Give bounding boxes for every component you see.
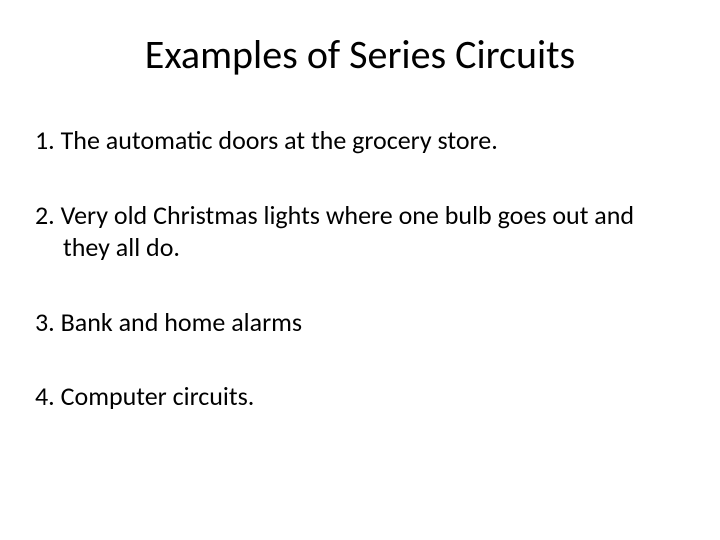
item-text: Computer circuits.: [61, 380, 255, 412]
list-item: 2. Very old Christmas lights where one b…: [35, 199, 685, 264]
item-text: The automatic doors at the grocery store…: [61, 124, 498, 156]
item-text: Bank and home alarms: [61, 306, 302, 338]
list-item: 3. Bank and home alarms: [35, 306, 685, 339]
item-number: 4.: [35, 380, 55, 412]
item-number: 3.: [35, 306, 55, 338]
item-number: 1.: [35, 124, 55, 156]
item-text: Very old Christmas lights where one bulb…: [61, 199, 634, 264]
slide-container: Examples of Series Circuits 1. The autom…: [0, 0, 720, 540]
item-number: 2.: [35, 199, 55, 231]
list-item: 1. The automatic doors at the grocery st…: [35, 124, 685, 157]
slide-title: Examples of Series Circuits: [35, 30, 685, 79]
list-item: 4. Computer circuits.: [35, 380, 685, 413]
list-container: 1. The automatic doors at the grocery st…: [35, 124, 685, 413]
